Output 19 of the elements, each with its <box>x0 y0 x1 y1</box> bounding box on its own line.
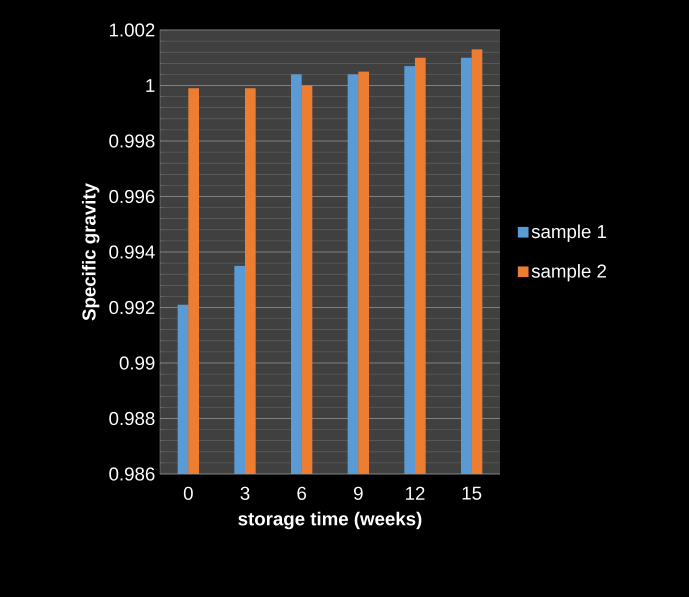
y-tick-label: 0.986 <box>109 467 154 481</box>
y-tick-label: 0.99 <box>120 356 154 370</box>
y-axis-title: Specific gravity <box>82 183 100 320</box>
y-tick-label: 1.002 <box>110 23 154 37</box>
y-tick-label: 0.998 <box>109 134 154 148</box>
y-tick-label: 0.994 <box>109 245 155 259</box>
x-tick-label: 9 <box>354 486 363 500</box>
x-tick-label: 12 <box>406 486 424 500</box>
x-tick-label: 6 <box>297 486 306 500</box>
legend-label: sample 1 <box>532 224 606 242</box>
y-tick-label: 0.992 <box>109 300 154 314</box>
x-axis-title: storage time (weeks) <box>238 512 422 530</box>
y-tick-label: 1 <box>146 79 154 92</box>
y-tick-label: 0.988 <box>109 412 154 426</box>
x-tick-label: 0 <box>184 486 193 500</box>
x-tick-label: 3 <box>240 486 250 500</box>
legend-label: sample 2 <box>532 264 606 282</box>
y-tick-label: 0.996 <box>109 190 154 204</box>
x-tick-label: 15 <box>462 486 482 500</box>
